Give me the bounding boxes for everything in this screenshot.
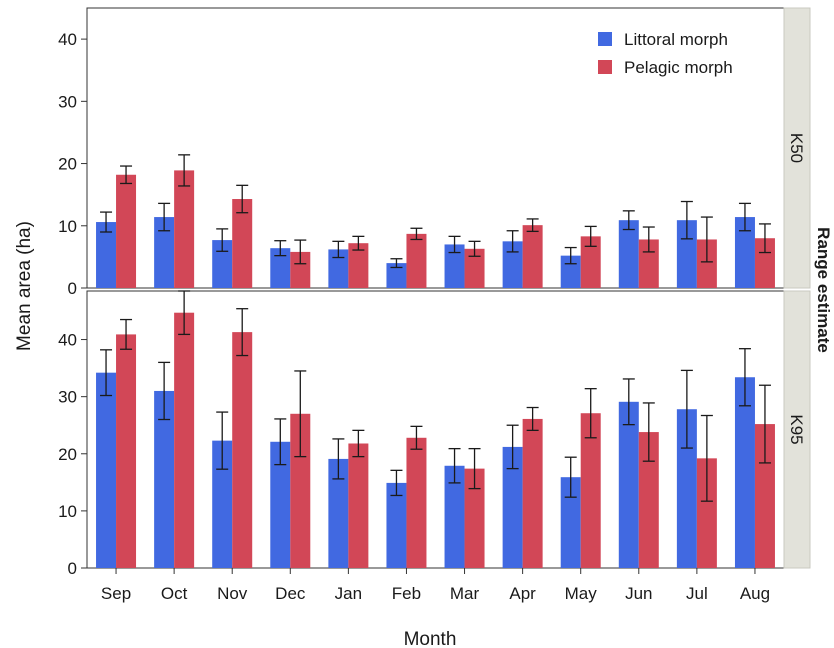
bar-pelagic [290, 251, 311, 288]
y-tick-label: 10 [58, 217, 77, 236]
x-tick-label: Jul [686, 584, 708, 603]
bar-pelagic [696, 458, 717, 568]
bar-pelagic [522, 418, 543, 568]
x-tick-label: Jun [625, 584, 652, 603]
bar-pelagic [174, 170, 195, 288]
legend-label: Pelagic morph [624, 58, 733, 77]
bar-littoral [386, 482, 407, 568]
y-tick-label: 40 [58, 331, 77, 350]
x-tick-label: Sep [101, 584, 131, 603]
bar-littoral [212, 240, 233, 288]
y-tick-label: 30 [58, 92, 77, 111]
bar-littoral [444, 244, 465, 288]
bar-littoral [444, 465, 465, 568]
bar-littoral [502, 446, 523, 568]
bar-pelagic [580, 236, 601, 288]
x-tick-label: Dec [275, 584, 306, 603]
x-tick-label: May [565, 584, 598, 603]
bar-pelagic [116, 174, 137, 288]
bar-littoral [154, 390, 175, 568]
bar-littoral [154, 217, 175, 288]
bar-pelagic [464, 248, 485, 288]
panels-layer: K50 0 10 20 30 40 K95 0 10 20 30 40 Sep Oct Nov Dec Jan F… [58, 7, 811, 603]
bar-pelagic [754, 424, 775, 568]
bar-littoral [676, 409, 697, 568]
bar-littoral [270, 441, 291, 568]
x-tick-label: Aug [740, 584, 770, 603]
bar-pelagic [348, 243, 369, 288]
panel-k95: K95 0 10 20 30 40 Sep Oct Nov Dec Jan Feb Mar Apr May J… [58, 290, 811, 603]
bar-littoral [328, 249, 349, 288]
x-tick-label: Feb [392, 584, 421, 603]
legend-swatch [598, 32, 612, 46]
bar-littoral [618, 220, 639, 288]
x-axis-title: Month [404, 629, 457, 648]
legend: Littoral morph Pelagic morph [598, 30, 733, 77]
bar-littoral [270, 248, 291, 288]
y-tick-label: 30 [58, 388, 77, 407]
bar-littoral [676, 220, 697, 288]
facet-strip-label: K50 [787, 133, 806, 163]
bar-littoral [386, 263, 407, 288]
bar-pelagic [406, 437, 427, 568]
facet-title: Range estimate [814, 227, 833, 353]
bar-pelagic [522, 225, 543, 288]
bar-pelagic [580, 413, 601, 568]
y-tick-label: 0 [68, 279, 77, 298]
bar-pelagic [638, 432, 659, 568]
bar-pelagic [116, 334, 137, 568]
bar-littoral [618, 401, 639, 568]
bar-littoral [96, 372, 117, 568]
plot-area [86, 290, 785, 569]
bar-pelagic [232, 199, 253, 288]
bar-littoral [734, 377, 755, 568]
bar-littoral [96, 222, 117, 288]
bar-pelagic [348, 443, 369, 568]
panel-k50: K50 0 10 20 30 40 [58, 7, 811, 298]
x-tick-label: Mar [450, 584, 480, 603]
legend-label: Littoral morph [624, 30, 728, 49]
y-tick-label: 0 [68, 559, 77, 578]
bar-pelagic [406, 233, 427, 288]
bar-littoral [502, 241, 523, 288]
x-tick-label: Nov [217, 584, 248, 603]
y-tick-label: 10 [58, 502, 77, 521]
y-axis-title: Mean area (ha) [14, 221, 35, 351]
bar-pelagic [232, 332, 253, 568]
legend-swatch [598, 60, 612, 74]
x-tick-label: Oct [161, 584, 188, 603]
facet-strip [783, 290, 811, 569]
bar-littoral [734, 217, 755, 288]
facet-strip [783, 7, 811, 289]
bar-littoral [560, 477, 581, 568]
facet-strip-label: K95 [787, 414, 806, 444]
plot-area [86, 7, 785, 289]
bar-pelagic [290, 413, 311, 568]
y-tick-label: 20 [58, 155, 77, 174]
bar-littoral [212, 440, 233, 568]
bar-pelagic [174, 312, 195, 568]
x-tick-label: Apr [509, 584, 536, 603]
bar-pelagic [464, 468, 485, 568]
y-tick-label: 40 [58, 30, 77, 49]
bar-pelagic [754, 238, 775, 288]
bar-pelagic [696, 239, 717, 288]
bar-littoral [328, 458, 349, 568]
y-tick-label: 20 [58, 445, 77, 464]
x-tick-label: Jan [335, 584, 362, 603]
